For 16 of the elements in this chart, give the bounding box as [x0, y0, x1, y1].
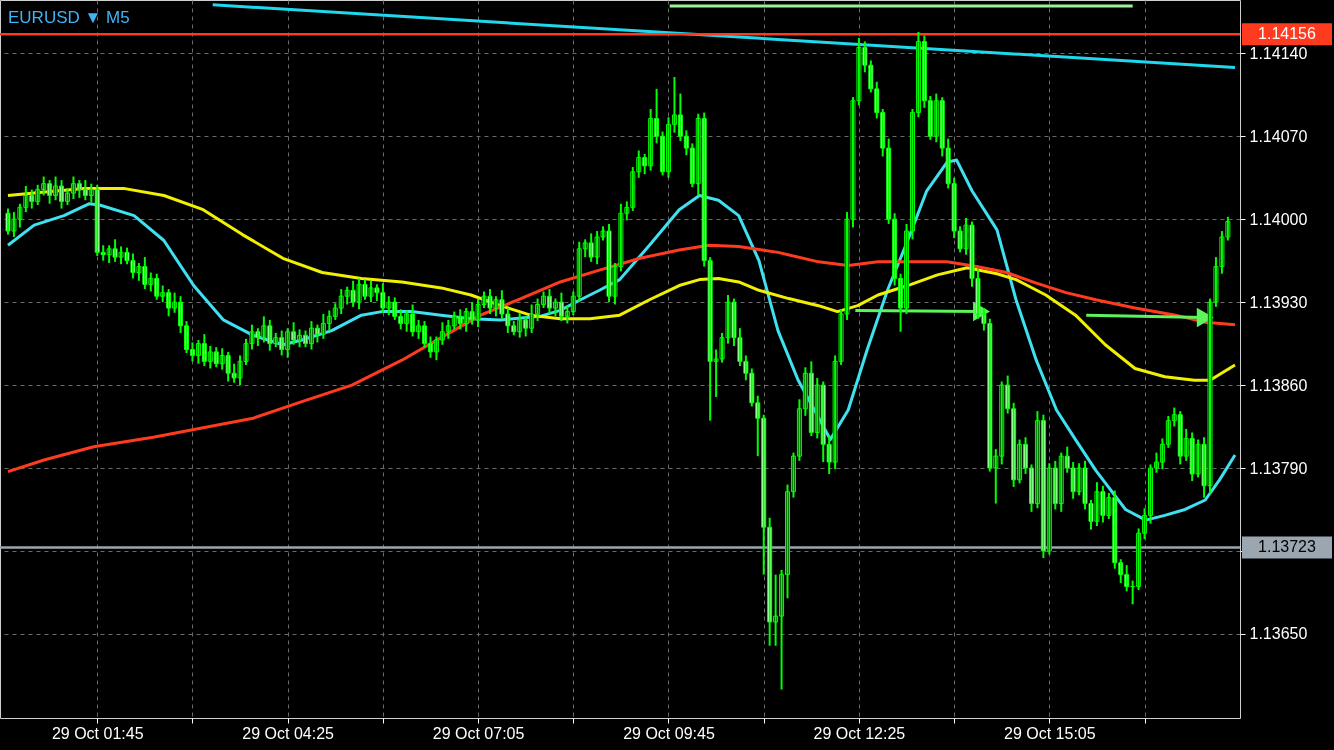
x-tick-label: 29 Oct 01:45	[51, 724, 144, 742]
y-tick-label: 1.13650	[1249, 625, 1308, 643]
y-tick-label: 1.13930	[1249, 293, 1308, 311]
x-tick-label: 29 Oct 07:05	[432, 724, 525, 742]
ref-line-label: 1.13723	[1258, 538, 1317, 556]
x-tick-label: 29 Oct 09:45	[623, 724, 715, 742]
y-tick-label: 1.14000	[1249, 210, 1308, 228]
x-tick-label: 29 Oct 04:25	[242, 724, 335, 742]
y-tick-label: 1.13790	[1249, 459, 1308, 477]
y-tick-label: 1.14070	[1249, 127, 1308, 145]
y-tick-label: 1.14140	[1249, 44, 1308, 62]
text: EURUSD ▼ M5	[8, 8, 130, 27]
x-tick-label: 29 Oct 12:25	[813, 724, 906, 742]
ref-line-label: 1.14156	[1258, 25, 1317, 43]
y-tick-label: 1.13860	[1249, 376, 1308, 394]
x-tick-label: 29 Oct 15:05	[1004, 724, 1096, 742]
